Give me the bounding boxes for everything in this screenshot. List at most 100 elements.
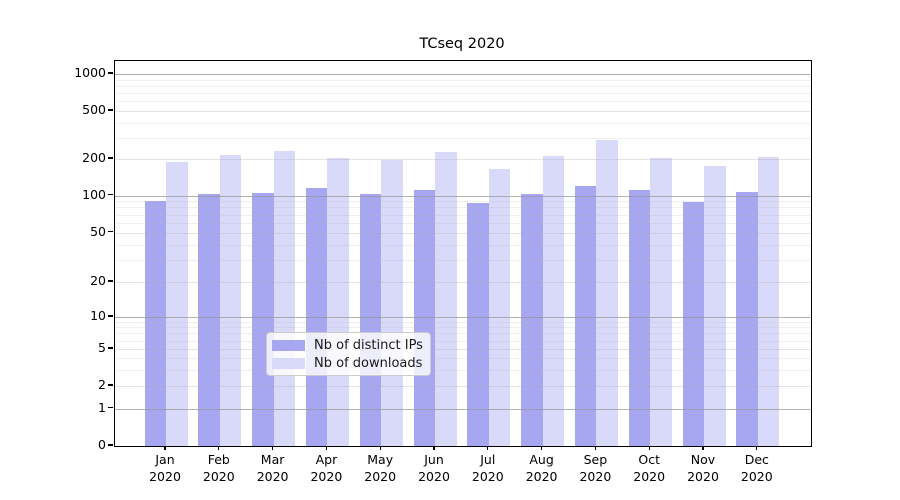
- chart-title: TCseq 2020: [419, 36, 505, 52]
- x-tick-label-jul: Jul 2020: [461, 451, 515, 485]
- gridline-minor-70: [115, 214, 811, 216]
- y-tick-label-500: 500: [82, 102, 106, 117]
- y-tick-mark-500: [108, 109, 113, 111]
- gridline-minor-400: [115, 122, 811, 124]
- gridline-minor-600: [115, 101, 811, 103]
- x-tick-label-jan: Jan 2020: [138, 451, 192, 485]
- x-tick-label-feb: Feb 2020: [192, 451, 246, 485]
- x-tick-year: 2020: [525, 469, 558, 484]
- x-tick-mark-jul: [487, 445, 489, 450]
- x-tick-month: Sep: [583, 452, 608, 467]
- bar-nb-of-downloads-jun: [435, 151, 457, 446]
- x-tick-label-may: May 2020: [353, 451, 407, 485]
- gridline-5: [115, 349, 811, 350]
- legend-item-nb-of-downloads: Nb of downloads: [272, 356, 424, 371]
- y-tick-mark-1000: [108, 72, 113, 74]
- legend-label: Nb of distinct IPs: [314, 338, 423, 353]
- gridline-minor-80: [115, 207, 811, 209]
- bar-nb-of-distinct-ips-feb: [198, 193, 220, 446]
- legend-label: Nb of downloads: [314, 356, 423, 371]
- x-tick-month: Jul: [480, 452, 496, 467]
- gridline-minor-30: [115, 260, 811, 262]
- y-tick-mark-5: [108, 347, 113, 349]
- y-tick-mark-50: [108, 230, 113, 233]
- bar-nb-of-distinct-ips-mar: [252, 192, 274, 446]
- y-tick-label-5: 5: [98, 340, 106, 355]
- legend-item-nb-of-distinct-ips: Nb of distinct IPs: [272, 338, 424, 353]
- x-tick-year: 2020: [364, 469, 397, 484]
- x-tick-month: Apr: [315, 452, 338, 467]
- x-tick-year: 2020: [687, 469, 719, 484]
- y-tick-mark-1: [108, 406, 113, 409]
- bar-nb-of-downloads-jul: [488, 168, 511, 446]
- x-tick-year: 2020: [202, 469, 235, 484]
- x-tick-year: 2020: [310, 469, 343, 484]
- bar-nb-of-distinct-ips-jul: [467, 202, 489, 446]
- y-tick-label-10: 10: [90, 308, 106, 323]
- y-tick-label-2: 2: [98, 377, 106, 392]
- y-tick-label-100: 100: [82, 186, 106, 202]
- y-tick-mark-2: [108, 384, 113, 386]
- bar-nb-of-distinct-ips-may: [359, 193, 382, 446]
- gridline-minor-60: [115, 222, 811, 224]
- gridline-minor-9: [115, 321, 811, 323]
- bar-nb-of-downloads-jan: [166, 162, 188, 446]
- y-tick-mark-100: [108, 193, 113, 196]
- bar-nb-of-downloads-nov: [704, 166, 726, 446]
- x-tick-month: Nov: [690, 452, 716, 467]
- x-tick-year: 2020: [149, 469, 181, 484]
- gridline-1: [115, 408, 811, 410]
- gridline-minor-4: [115, 358, 811, 359]
- bar-nb-of-distinct-ips-oct: [628, 190, 651, 446]
- x-tick-year: 2020: [633, 469, 666, 484]
- bar-nb-of-distinct-ips-dec: [736, 191, 758, 446]
- bar-nb-of-distinct-ips-jun: [413, 190, 435, 446]
- y-tick-label-20: 20: [90, 273, 106, 288]
- gridline-minor-7: [115, 333, 811, 335]
- y-tick-mark-0: [108, 444, 113, 446]
- y-tick-label-200: 200: [82, 150, 106, 165]
- y-tick-mark-200: [108, 157, 113, 159]
- x-tick-month: Mar: [260, 452, 285, 467]
- legend-swatch-icon: [272, 340, 305, 351]
- x-tick-mark-aug: [541, 445, 543, 450]
- x-tick-mark-nov: [702, 445, 704, 450]
- x-tick-mark-dec: [756, 445, 758, 450]
- bar-nb-of-downloads-dec: [757, 156, 780, 446]
- x-tick-label-sep: Sep 2020: [568, 451, 622, 485]
- gridline-minor-900: [115, 79, 811, 81]
- x-tick-year: 2020: [418, 469, 450, 484]
- x-tick-month: Jun: [424, 452, 444, 467]
- bar-nb-of-downloads-sep: [596, 140, 618, 446]
- x-tick-label-apr: Apr 2020: [299, 451, 353, 485]
- x-tick-mark-sep: [594, 445, 596, 450]
- x-tick-mark-jan: [164, 445, 166, 450]
- x-tick-label-jun: Jun 2020: [407, 451, 461, 485]
- x-tick-month: Oct: [638, 452, 660, 467]
- x-tick-month: Feb: [207, 452, 230, 467]
- x-tick-mark-may: [379, 445, 381, 450]
- gridline-10: [115, 317, 811, 318]
- gridline-500: [115, 111, 811, 112]
- x-tick-label-dec: Dec 2020: [730, 451, 784, 485]
- gridline-1000: [115, 74, 811, 75]
- gridline-minor-90: [115, 201, 811, 203]
- x-tick-mark-feb: [218, 445, 220, 450]
- bar-nb-of-downloads-feb: [219, 155, 242, 446]
- gridline-minor-8: [115, 327, 811, 329]
- y-tick-label-0: 0: [98, 437, 106, 452]
- y-tick-label-1: 1: [98, 399, 106, 415]
- x-tick-label-mar: Mar 2020: [246, 451, 300, 485]
- gridline-minor-800: [115, 85, 811, 87]
- gridline-minor-700: [115, 93, 811, 95]
- x-tick-month: Dec: [744, 452, 769, 467]
- gridline-minor-6: [115, 340, 811, 342]
- x-tick-year: 2020: [256, 469, 289, 484]
- x-tick-label-aug: Aug 2020: [515, 451, 569, 485]
- gridline-100: [115, 195, 811, 197]
- y-tick-mark-10: [108, 315, 113, 317]
- x-tick-label-oct: Oct 2020: [622, 451, 676, 485]
- y-tick-label-50: 50: [90, 223, 106, 239]
- bar-nb-of-distinct-ips-aug: [521, 193, 543, 446]
- gridline-20: [115, 282, 811, 283]
